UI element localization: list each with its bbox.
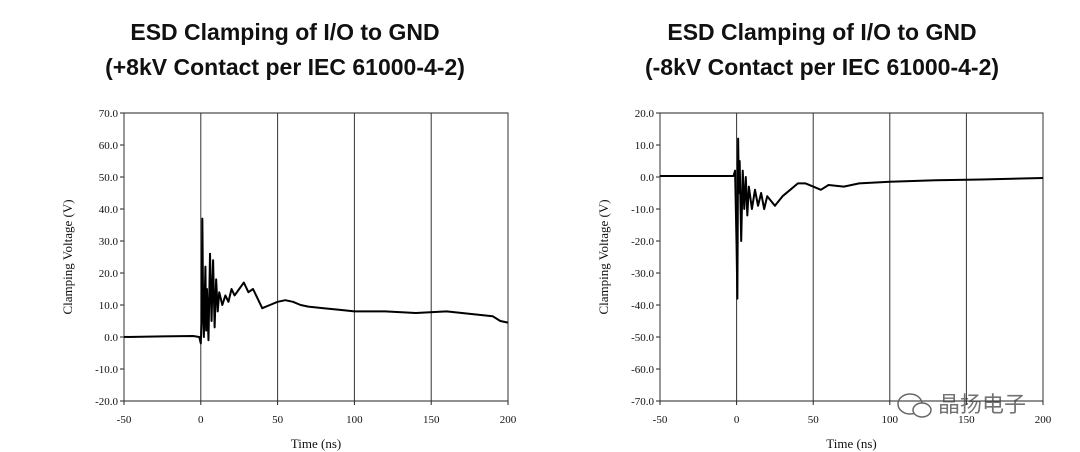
x-axis-label: Time (ns) [826, 436, 876, 451]
y-tick-label: -10.0 [95, 364, 118, 376]
y-tick-label: 20.0 [99, 268, 119, 280]
x-tick-label: -50 [117, 414, 132, 426]
y-tick-label: 60.0 [99, 140, 119, 152]
y-tick-label: 20.0 [635, 108, 655, 120]
x-tick-label: 50 [272, 414, 284, 426]
y-tick-label: 50.0 [99, 172, 119, 184]
y-tick-label: -30.0 [631, 268, 654, 280]
y-tick-label: 70.0 [99, 108, 119, 120]
plot-frame [659, 112, 1044, 402]
y-tick-label: 0.0 [104, 332, 118, 344]
y-tick-label: 10.0 [99, 300, 119, 312]
watermark-icon [912, 402, 932, 418]
chart-title: ESD Clamping of I/O to GND [130, 19, 439, 45]
x-tick-label: 200 [1035, 414, 1052, 426]
y-tick-label: -50.0 [631, 332, 654, 344]
x-tick-label: 200 [500, 414, 517, 426]
x-tick-label: 50 [808, 414, 820, 426]
chart-subtitle: (+8kV Contact per IEC 61000-4-2) [105, 54, 465, 80]
y-tick-label: 30.0 [99, 236, 119, 248]
x-axis-label: Time (ns) [291, 436, 341, 451]
data-line [660, 137, 1044, 300]
chart-title: ESD Clamping of I/O to GND [667, 19, 976, 45]
y-axis-label: Clamping Voltage (V) [60, 199, 75, 314]
y-tick-label: -60.0 [631, 364, 654, 376]
y-tick-label: -70.0 [631, 396, 654, 408]
watermark: 晶扬电子 [897, 393, 1026, 418]
watermark-text: 晶扬电子 [938, 393, 1026, 418]
x-tick-label: 150 [423, 414, 440, 426]
x-tick-label: 150 [958, 414, 975, 426]
x-tick-label: 0 [734, 414, 740, 426]
y-tick-label: 10.0 [635, 140, 655, 152]
y-tick-label: -10.0 [631, 204, 654, 216]
y-tick-label: -40.0 [631, 300, 654, 312]
x-tick-label: 100 [882, 414, 899, 426]
plot-frame [123, 112, 509, 402]
y-axis-label: Clamping Voltage (V) [596, 199, 611, 314]
x-tick-label: 100 [346, 414, 363, 426]
x-tick-label: 0 [198, 414, 204, 426]
y-tick-label: 40.0 [99, 204, 119, 216]
y-tick-label: -20.0 [95, 396, 118, 408]
data-line [123, 217, 509, 345]
x-tick-label: -50 [653, 414, 668, 426]
y-tick-label: -20.0 [631, 236, 654, 248]
y-tick-label: 0.0 [640, 172, 654, 184]
chart-subtitle: (-8kV Contact per IEC 61000-4-2) [645, 54, 999, 80]
